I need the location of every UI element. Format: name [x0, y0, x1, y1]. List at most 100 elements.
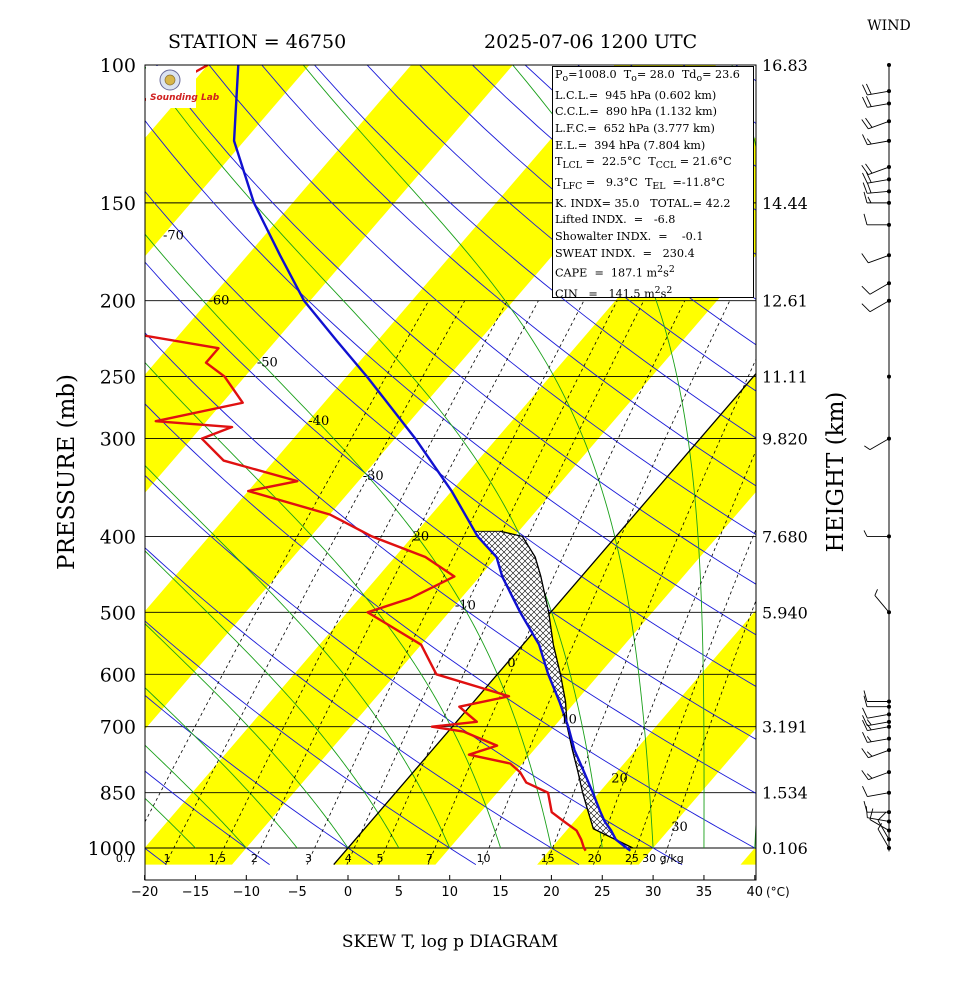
wind-barb-flag: [863, 801, 868, 813]
dry-adiabat: [156, 65, 756, 585]
mixing-ratio-line: [252, 300, 539, 865]
isotherm-label: 0: [507, 656, 515, 671]
x-unit-label: (°C): [766, 885, 790, 899]
zero-isotherm-line: [333, 372, 756, 866]
sounding-series: [145, 65, 632, 852]
x-tick-label: 40: [747, 885, 764, 900]
x-tick-label: 10: [441, 885, 458, 900]
dry-adiabat: [145, 547, 580, 865]
wind-barb-flag: [862, 786, 868, 797]
moist-adiabat: [145, 744, 247, 849]
moist-adiabat: [145, 464, 451, 849]
pressure-tick-label: 600: [100, 664, 136, 686]
pressure-tick-label: 400: [100, 526, 136, 548]
moist-adiabat: [145, 550, 400, 849]
dry-adiabat: [145, 190, 756, 688]
wind-barb-shaft: [867, 817, 890, 822]
wind-barb-flag: [865, 163, 873, 174]
chart-title: SKEW T, log p DIAGRAM: [342, 932, 558, 952]
y-axis-label: PRESSURE (mb): [54, 374, 80, 570]
mixing-ratio-line: [630, 528, 756, 865]
wind-barb-flag: [866, 773, 873, 779]
pressure-tick-labels: 100 150 200 250 300 400 500 600 700 850 1000: [88, 55, 136, 860]
wind-barb-flag: [862, 731, 868, 743]
x-tick-label: 15: [492, 885, 509, 900]
mixing-ratio-label: 1: [164, 852, 171, 865]
height-tick-labels: 16.83 14.44 12.61 11.11 9.820 7.680 5.940 3.191…: [762, 56, 808, 858]
mixing-ratio-label: 10: [477, 852, 491, 865]
isotherm-label: -30: [363, 469, 384, 484]
wind-barb-flag: [866, 736, 872, 743]
wind-barb-flag: [861, 303, 871, 313]
mixing-ratio-line: [306, 300, 585, 865]
dry-adiabat: [145, 847, 167, 865]
mixing-ratio-line: [346, 300, 618, 865]
temperature-tick-labels: −20 −15 −10 −5 0 5 10 15 20 25 30 35 40: [131, 875, 763, 900]
dewpoint-line: [145, 65, 587, 852]
wind-barb-shaft: [869, 300, 890, 313]
mixing-ratio-label: 30 g/kg: [642, 852, 684, 865]
pressure-tick-label: 700: [100, 717, 136, 739]
wind-barb-shaft: [869, 438, 890, 450]
moist-adiabat: [145, 687, 298, 849]
mixing-ratio-line: [593, 449, 756, 865]
isotherm-labels: -70 -60 -50 -40 -30 20 -10 0 10 20 30: [163, 228, 688, 835]
mixing-ratio-line: [145, 300, 430, 823]
pressure-tick-label: 200: [100, 291, 136, 313]
wind-barb-shaft: [869, 819, 890, 831]
pressure-tick-label: 150: [100, 193, 136, 215]
station-label: STATION = 46750: [168, 31, 346, 53]
mixing-ratio-line: [481, 300, 731, 865]
x-tick-label: 35: [696, 885, 713, 900]
height-tick-label: 9.820: [762, 430, 808, 449]
mixing-ratio-line: [215, 300, 508, 865]
wind-barb-flag: [862, 84, 868, 96]
wind-barb-flag: [869, 808, 874, 820]
wind-barb-shaft: [877, 828, 890, 849]
dry-adiabat: [145, 332, 756, 794]
height-tick-label: 7.680: [762, 527, 808, 546]
x-tick-label: 0: [344, 885, 352, 900]
isotherm-label: -70: [163, 228, 184, 243]
wind-barb-flag: [863, 213, 868, 225]
wind-barb-shaft: [868, 749, 890, 759]
dry-adiabat: [145, 403, 756, 850]
x-tick-label: −20: [131, 885, 158, 900]
wind-barb-flag: [866, 172, 872, 183]
wind-barb-flag: [862, 182, 868, 194]
dry-adiabat: [894, 65, 960, 865]
wind-barb-shaft: [867, 713, 890, 719]
wind-barb-shaft: [868, 166, 890, 175]
height-tick-label: 0.106: [762, 839, 808, 858]
indices-box: Po=1008.0 To= 28.0 Tdo= 23.6L.C.L.= 945 …: [552, 66, 754, 298]
mixing-ratio-label: 0.7: [116, 852, 134, 865]
mixing-ratio-line: [378, 300, 645, 865]
wind-barb-flag: [862, 172, 868, 184]
wind-barb-flag: [861, 253, 869, 264]
dry-adiabat: [947, 65, 960, 865]
pressure-tick-label: 1000: [88, 838, 136, 860]
height-tick-label: 11.11: [762, 368, 808, 387]
zero-isotherm: [333, 372, 756, 866]
x-tick-label: 20: [543, 885, 560, 900]
isotherm-band: [740, 846, 756, 865]
x-tick-label: 30: [645, 885, 662, 900]
wind-barb-flag: [877, 823, 883, 830]
wind-barb-shaft: [868, 254, 890, 264]
wind-barb-shaft: [868, 771, 890, 781]
datetime-label: 2025-07-06 1200 UTC: [484, 31, 697, 53]
wind-barb-shaft: [868, 120, 890, 130]
height-tick-label: 1.534: [762, 784, 808, 803]
wind-point: [887, 374, 891, 379]
wind-barb-shaft: [869, 282, 890, 295]
moist-adiabat: [512, 65, 705, 849]
moist-adiabats: [145, 65, 756, 849]
wind-barb-flag: [862, 715, 868, 726]
dry-adiabat: [789, 65, 960, 865]
pressure-tick-label: 100: [100, 55, 136, 77]
wind-barb-flag: [863, 530, 868, 537]
isotherm-label: -40: [308, 414, 329, 429]
mixing-ratio-label: 1.5: [209, 852, 227, 865]
pressure-tick-label: 850: [100, 783, 136, 805]
